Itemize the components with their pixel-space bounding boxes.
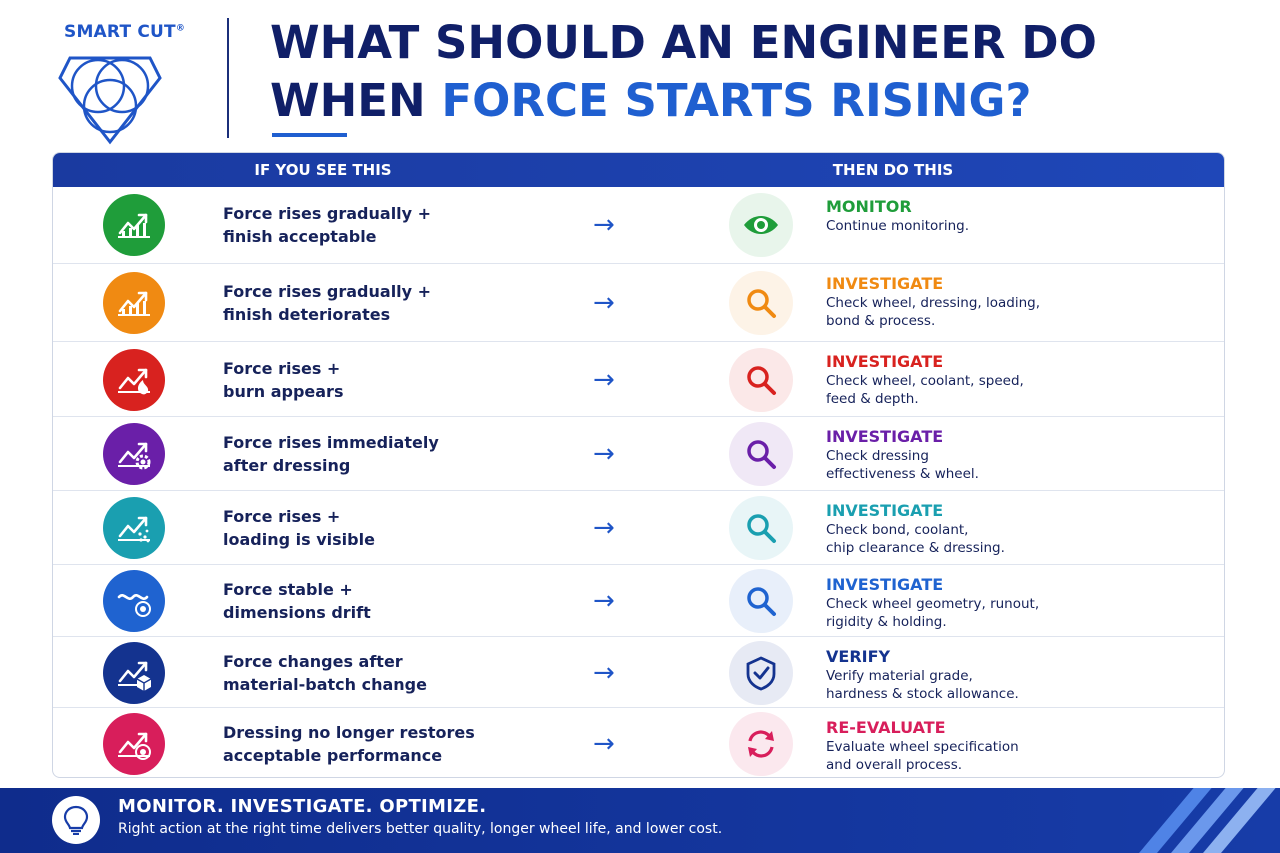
page-title: WHAT SHOULD AN ENGINEER DO WHEN FORCE ST… <box>270 14 1097 130</box>
action-description: Evaluate wheel specification and overall… <box>826 739 1019 773</box>
title-line-2-plain: WHEN <box>270 74 442 127</box>
condition-text: Force changes after material-batch chang… <box>223 651 427 694</box>
magnifier-icon <box>729 347 793 412</box>
action-block: VERIFY Verify material grade, hardness & … <box>826 647 1206 703</box>
action-description: Verify material grade, hardness & stock … <box>826 668 1019 702</box>
brand-mark: ® <box>175 23 186 34</box>
title-underline <box>272 133 347 137</box>
action-title: MONITOR <box>826 197 912 216</box>
refresh-icon <box>729 712 793 776</box>
arrow-right-icon: → <box>593 657 615 688</box>
footer-text: Right action at the right time delivers … <box>118 821 723 837</box>
action-block: INVESTIGATE Check bond, coolant, chip cle… <box>826 501 1206 557</box>
action-description: Check bond, coolant, chip clearance & dr… <box>826 522 1005 556</box>
action-title: INVESTIGATE <box>826 575 944 594</box>
action-description: Check wheel, dressing, loading, bond & p… <box>826 295 1041 329</box>
table-row: Force stable + dimensions drift → INVESTIG… <box>53 564 1224 636</box>
brand-name: SMART CUT <box>64 22 176 42</box>
arrow-right-icon: → <box>593 439 615 469</box>
arrow-right-icon: → <box>593 513 615 543</box>
wave-target-icon <box>103 570 165 632</box>
trend-up-chart-icon <box>103 194 165 256</box>
trend-box-icon <box>103 641 165 704</box>
magnifier-icon <box>729 271 793 335</box>
footer-title: MONITOR. INVESTIGATE. OPTIMIZE. <box>118 796 487 817</box>
arrow-right-icon: → <box>593 586 615 616</box>
arrow-right-icon: → <box>593 210 615 240</box>
header-then-do: THEN DO THIS <box>832 161 954 179</box>
action-title: INVESTIGATE <box>826 274 944 293</box>
footer-banner: MONITOR. INVESTIGATE. OPTIMIZE. Right ac… <box>0 788 1280 853</box>
trend-up-chart-icon <box>103 272 165 334</box>
trend-gear-icon <box>103 423 165 485</box>
condition-text: Force rises immediately after dressing <box>223 433 439 475</box>
action-block: MONITOR Continue monitoring. <box>826 197 1206 235</box>
table-row: Force rises immediately after dressing → I… <box>53 416 1224 490</box>
brand-logo: SMART CUT® <box>58 14 198 145</box>
arrow-right-icon: → <box>593 729 615 759</box>
action-block: RE-EVALUATE Evaluate wheel specification … <box>826 718 1206 774</box>
table-row: Force rises + loading is visible → INVESTI… <box>53 490 1224 564</box>
action-description: Check wheel geometry, runout, rigidity &… <box>826 596 1040 630</box>
table-row: Force rises gradually + finish acceptabl… <box>53 187 1224 263</box>
page-header: SMART CUT® WHAT SHOULD AN ENGINEER DO WH… <box>0 0 1280 150</box>
condition-text: Dressing no longer restores acceptable p… <box>223 723 475 765</box>
table-row: Force rises gradually + finish deteriora… <box>53 263 1224 341</box>
action-title: VERIFY <box>826 647 891 666</box>
condition-text: Force rises gradually + finish deteriora… <box>223 282 432 324</box>
magnifier-icon <box>729 569 793 633</box>
table-row: Force changes after material-batch chang… <box>53 636 1224 707</box>
trend-target-icon <box>103 713 165 775</box>
action-title: RE-EVALUATE <box>826 718 946 737</box>
action-description: Continue monitoring. <box>826 218 969 234</box>
action-description: Check wheel, coolant, speed, feed & dept… <box>826 373 1024 407</box>
magnifier-icon <box>729 422 793 486</box>
title-line-2-accent: FORCE STARTS RISING? <box>441 74 1032 127</box>
condition-text: Force rises + burn appears <box>223 358 344 401</box>
action-block: INVESTIGATE Check wheel geometry, runout,… <box>826 575 1206 631</box>
header-divider <box>227 18 229 138</box>
table-header: IF YOU SEE THIS THEN DO THIS <box>53 153 1224 187</box>
eye-icon <box>729 193 793 257</box>
shield-check-icon <box>729 640 793 705</box>
condition-text: Force stable + dimensions drift <box>223 580 371 622</box>
action-title: INVESTIGATE <box>826 501 944 520</box>
action-title: INVESTIGATE <box>826 427 944 446</box>
arrow-right-icon: → <box>593 364 615 395</box>
diamond-rings-icon <box>58 56 162 145</box>
action-block: INVESTIGATE Check wheel, dressing, loadin… <box>826 274 1206 330</box>
header-if-you-see: IF YOU SEE THIS <box>254 161 392 179</box>
condition-text: Force rises + loading is visible <box>223 507 375 549</box>
table-row: Dressing no longer restores acceptable p… <box>53 707 1224 777</box>
title-line-1: WHAT SHOULD AN ENGINEER DO <box>270 16 1097 69</box>
action-table: IF YOU SEE THIS THEN DO THIS Force rises… <box>52 152 1225 778</box>
action-title: INVESTIGATE <box>826 352 944 371</box>
action-description: Check dressing effectiveness & wheel. <box>826 448 979 482</box>
arrow-right-icon: → <box>593 288 615 318</box>
lightbulb-icon <box>52 796 100 844</box>
trend-particles-icon <box>103 497 165 559</box>
magnifier-icon <box>729 496 793 560</box>
trend-flame-icon <box>103 348 165 411</box>
action-block: INVESTIGATE Check wheel, coolant, speed, … <box>826 352 1206 408</box>
table-row: Force rises + burn appears → INVESTIGATE Ch… <box>53 341 1224 416</box>
condition-text: Force rises gradually + finish acceptabl… <box>223 204 432 246</box>
action-block: INVESTIGATE Check dressing effectiveness … <box>826 427 1206 483</box>
